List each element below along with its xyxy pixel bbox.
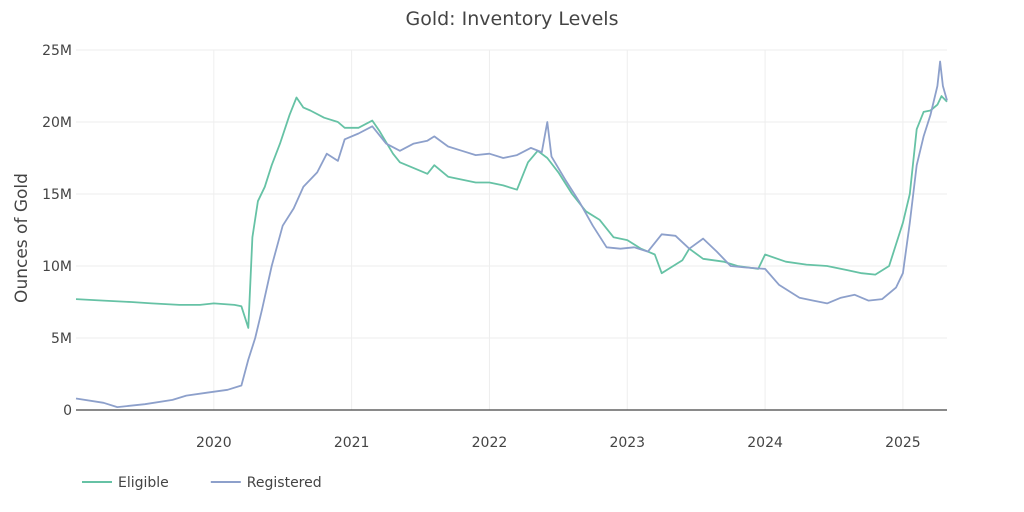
x-tick-label: 2025 — [885, 435, 921, 451]
y-tick-label: 10M — [42, 259, 72, 275]
legend-label: Eligible — [118, 475, 169, 491]
y-tick-label: 5M — [51, 331, 72, 347]
y-tick-label: 15M — [42, 187, 72, 203]
legend-item-registered[interactable]: Registered — [210, 475, 322, 491]
y-axis-label: Ounces of Gold — [12, 173, 32, 303]
axis-layer: 0 5M 10M 15M 20M 25M 2020 2021 2022 2023 2024 2025 — [42, 43, 947, 451]
x-tick-label: 2021 — [334, 435, 370, 451]
series-line-registered — [75, 60, 948, 408]
series-line-eligible — [75, 95, 948, 329]
y-tick-label: 0 — [63, 403, 72, 419]
y-tick-label: 25M — [42, 43, 72, 59]
series-layer — [75, 60, 948, 408]
legend: Eligible Registered — [82, 475, 322, 491]
x-tick-label: 2023 — [609, 435, 645, 451]
x-tick-label: 2022 — [472, 435, 508, 451]
x-tick-label: 2020 — [196, 435, 232, 451]
legend-item-eligible[interactable]: Eligible — [82, 475, 169, 491]
grid-layer — [76, 49, 947, 410]
chart-title: Gold: Inventory Levels — [406, 8, 619, 30]
legend-label: Registered — [247, 475, 322, 491]
y-tick-label: 20M — [42, 115, 72, 131]
x-tick-label: 2024 — [747, 435, 783, 451]
